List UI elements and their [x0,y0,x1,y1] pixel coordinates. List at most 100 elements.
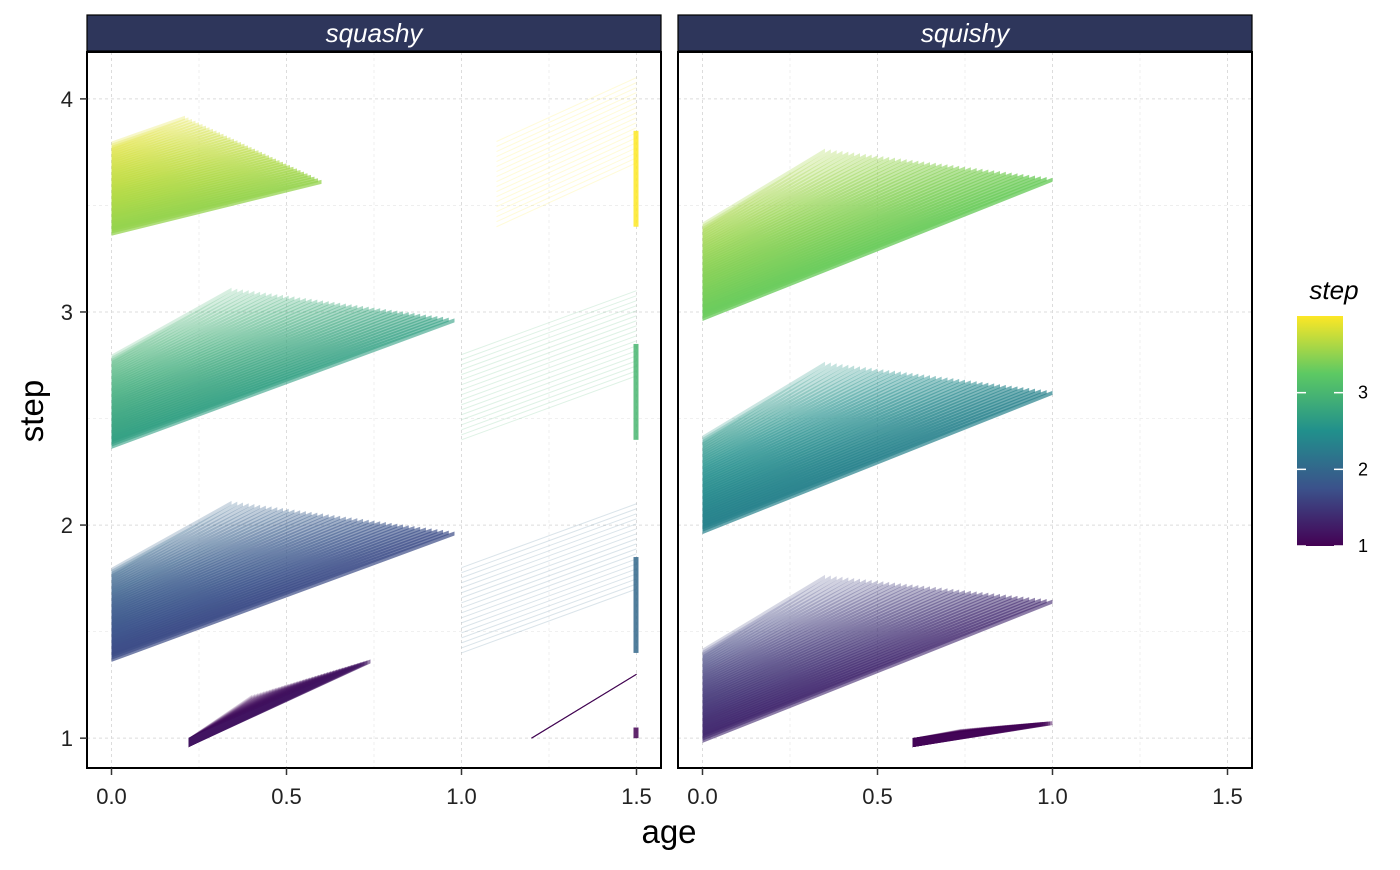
ribbon-step-3 [111,297,301,390]
ribbon-step-3 [702,390,1053,535]
ribbon-step-2 [702,590,965,711]
ribbon-step-3 [111,318,455,449]
ribbon-step-3 [702,374,925,484]
ribbon-step-2 [702,586,930,698]
ribbon-step-2 [702,576,837,663]
tail-stroke-step-2 [461,508,637,574]
ribbon-step-2 [111,515,341,619]
ribbon-step-2 [111,509,295,601]
ribbon-step-3 [702,372,907,477]
ribbon-step-4 [111,128,213,168]
ribbon-step-2 [702,591,977,715]
legend: step 1 2 3 [1297,275,1368,556]
tail-stroke-step-2 [461,503,637,569]
x-tick-label: 1.0 [1037,784,1068,809]
tail-stroke-step-4 [496,137,637,203]
ribbon-step-2 [702,588,948,704]
ribbon-step-3 [111,301,335,403]
legend-tick-label: 1 [1358,536,1368,556]
ribbon-step-3 [111,302,341,406]
ribbon-step-4 [702,159,907,264]
ribbon-step-2 [111,507,278,595]
panel-border-squashy [86,51,662,769]
ribbon-step-2 [111,507,283,597]
ribbon-step-4 [111,179,322,236]
band-step-1 [912,721,1053,748]
ribbon-step-4 [702,153,866,248]
ribbon-step-2 [111,500,232,577]
band-step-3 [111,287,639,449]
ribbon-step-3 [702,368,878,466]
ribbon-step-3 [702,366,860,459]
facet-panel-squishy: squishy [677,14,1253,769]
tail-stroke-step-4 [496,127,637,193]
strip-squashy [86,14,662,52]
ribbon-step-2 [111,504,261,588]
tail-stroke-step-4 [496,87,637,152]
tail-stroke-step-4 [496,122,637,188]
tail-stroke-step-2 [461,578,637,644]
tail-stroke-step-3 [461,320,637,386]
legend-ticks: 1 2 3 [1297,383,1368,556]
ribbon-step-3 [111,295,289,386]
tail-stroke-step-1 [531,673,637,739]
ribbon-step-2 [702,575,831,660]
band-step-2 [111,500,639,662]
ribbon-step-4 [111,123,203,162]
ribbon-step-4 [702,177,1053,321]
ribbon-step-4 [111,120,196,158]
band-step-3 [702,361,1053,535]
x-axis-title: age [641,813,696,850]
tail-stroke-step-1 [531,673,637,739]
ribbon-step-2 [111,511,312,608]
ribbon-step-2 [702,583,907,689]
tail-stroke-step-1 [531,673,637,739]
tail-stroke-step-2 [461,553,637,619]
tail-stroke-step-3 [461,340,637,406]
ribbon-step-4 [111,125,206,164]
ribbon-step-3 [111,308,381,421]
ribbon-step-4 [702,150,843,239]
ribbon-step-2 [702,589,960,708]
tail-stroke-step-4 [496,162,637,228]
tail-stroke-step-3 [461,375,637,441]
ribbon-step-4 [111,142,241,186]
tail-stroke-step-3 [461,335,637,401]
ribbon-step-3 [702,375,936,489]
tail-stroke-step-4 [496,102,637,168]
y-axis-title: step [13,380,50,442]
tail-stroke-step-2 [461,513,637,579]
ribbon-step-4 [111,133,224,175]
tail-stroke-step-4 [496,97,637,163]
y-tick-label: 1 [61,726,73,751]
edge-strip-step-4 [633,130,639,227]
ribbon-step-3 [702,365,855,457]
tail-stroke-step-3 [461,300,637,366]
tail-stroke-step-1 [531,673,637,739]
ribbon-step-2 [111,504,255,586]
ribbon-step-3 [111,297,306,393]
ribbon-step-2 [111,508,289,599]
tail-stroke-step-2 [461,583,637,649]
ribbon-step-3 [111,305,364,414]
ribbon-step-2 [702,585,919,693]
ribbon-step-2 [702,599,1053,743]
tail-stroke-step-4 [496,82,637,147]
ribbon-step-4 [702,151,849,241]
tail-stroke-step-3 [461,310,637,376]
x-axis-squishy: 0.0 0.5 1.0 1.5 [687,768,1243,809]
x-axis-squashy: 0.0 0.5 1.0 1.5 [96,768,652,809]
band-step-1 [188,659,639,748]
tail-stroke-step-2 [461,528,637,594]
ribbon-step-4 [702,155,878,253]
tail-stroke-step-3 [461,295,637,361]
ribbon-step-4 [111,115,185,151]
ribbon-step-3 [702,361,825,445]
ribbon-step-2 [702,581,890,682]
ribbon-step-4 [702,157,895,260]
marks-squashy [111,77,639,748]
tail-stroke-step-2 [461,563,637,629]
tail-stroke-step-3 [461,365,637,431]
tail-stroke-step-2 [461,588,637,654]
